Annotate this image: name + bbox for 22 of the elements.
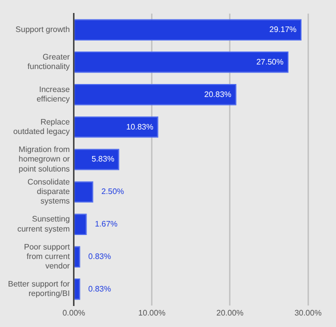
data-label: 2.50% [101,187,124,196]
data-label: 0.83% [88,252,111,261]
data-label: 0.83% [88,284,111,294]
y-tick-label: Increase efficiency [36,85,70,104]
y-tick-label: Support growth [16,25,70,34]
y-tick-label: Greater functionality [28,52,70,72]
data-label: 1.67% [94,220,118,229]
y-tick-label: Consolidate disparate systems [28,178,70,206]
y-tick-label: Replace outdated legacy [13,117,70,136]
data-label: 29.17% [269,25,297,34]
data-label: 10.83% [126,122,154,132]
data-label: 20.83% [204,90,232,99]
data-label: 27.50% [256,57,284,66]
y-tick-label: Sunsetting current system [17,214,70,234]
x-tick-label: 20.00% [216,308,244,318]
data-label: 5.83% [92,154,114,164]
y-tick-label: Migration from homegrown or point solutions [18,145,70,174]
x-tick-label: 10.00% [138,308,166,318]
y-tick-label: Poor support from current vendor [24,242,71,271]
x-tick-label: 0.00% [62,308,86,318]
y-tick-label: Better support for reporting/BI [8,280,70,298]
x-tick-label: 30.00% [294,308,322,318]
